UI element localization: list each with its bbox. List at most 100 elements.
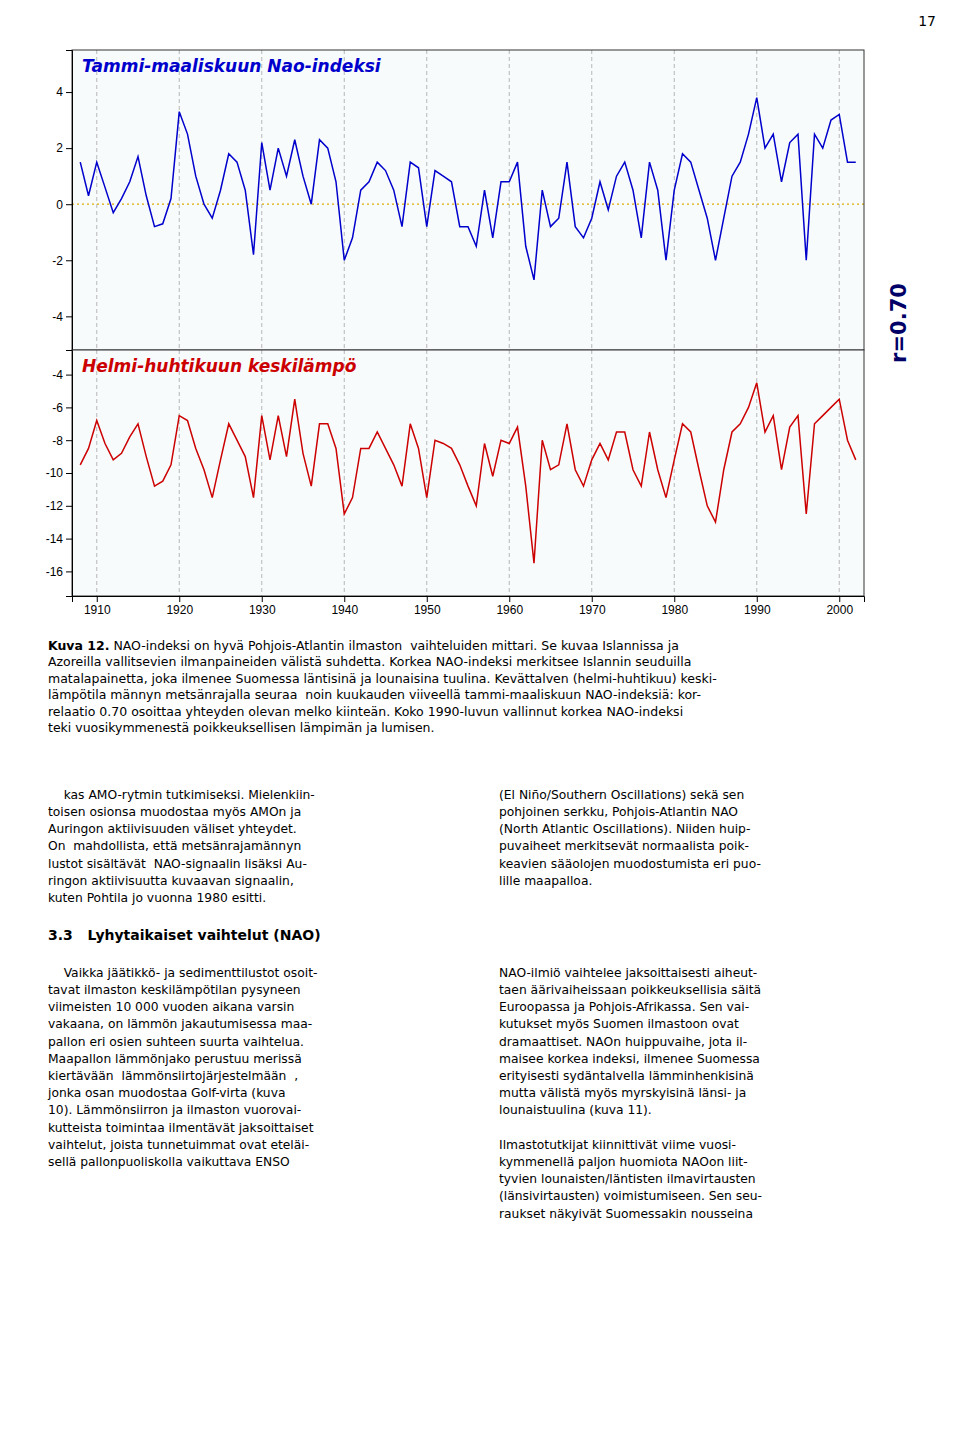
grid-line	[674, 350, 675, 596]
body-line: 10). Lämmönsiirron ja ilmaston vuorovai-	[48, 1103, 301, 1117]
tick: -6	[52, 401, 72, 415]
tick-mark	[344, 596, 345, 602]
tick: 1970	[579, 596, 606, 617]
plot-background	[72, 50, 864, 350]
body-line: Auringon aktiivisuuden väliset yhteydet.	[48, 822, 297, 836]
tick-label: -10	[46, 466, 64, 480]
grid-line	[179, 50, 180, 350]
grid-line	[674, 50, 675, 350]
body-line: (North Atlantic Oscillations). Niiden hu…	[499, 822, 750, 836]
tick-label: -8	[52, 434, 63, 448]
tick-label: -2	[52, 254, 63, 268]
tick: -10	[46, 466, 72, 480]
body-line: keavien sääolojen muodostumista eri puo-	[499, 857, 761, 871]
tick-mark	[66, 375, 72, 376]
tick: -4	[52, 368, 72, 382]
y-axis: -16 -14 -12 -10 -8 -6 -4	[46, 351, 73, 597]
body-line: puvaiheet merkitsevät normaalista poik-	[499, 839, 749, 853]
caption-line: teki vuosikymmenestä poikkeuksellisen lä…	[48, 720, 434, 735]
body-line: lille maapalloa.	[499, 874, 592, 888]
body-line: lounaistuulina (kuva 11).	[499, 1103, 652, 1117]
tick-mark	[66, 539, 72, 540]
tick-mark	[66, 204, 72, 205]
body-line: viimeisten 10 000 vuoden aikana varsin	[48, 1000, 294, 1014]
tick: 1940	[331, 596, 358, 617]
section-heading: 3.3 Lyhytaikaiset vaihtelut (NAO)	[48, 927, 321, 943]
tick-mark	[674, 596, 675, 602]
tick-label: 1910	[84, 603, 111, 617]
tick-mark	[66, 92, 72, 93]
tick-label: 1940	[331, 603, 358, 617]
text-block: (El Niño/Southern Oscillations) sekä sen…	[499, 788, 761, 888]
tick-label: 0	[56, 198, 63, 212]
text-block: Vaikka jäätikkö- ja sedimenttilustot oso…	[47, 966, 317, 1169]
caption-line: Azoreilla vallitsevien ilmanpaineiden vä…	[48, 654, 691, 669]
body-line: pallon eri osien suhteen suurta vaihtelu…	[48, 1035, 304, 1049]
tick: -12	[46, 499, 72, 513]
tick: 1930	[249, 596, 276, 617]
tick-label: -12	[46, 499, 64, 513]
tick-mark	[509, 596, 510, 602]
body-line: jonka osan muodostaa Golf-virta (kuva	[47, 1086, 285, 1100]
body-line: erityisesti sydäntalvella lämminhenkisin…	[499, 1069, 754, 1083]
chart-0: -4-2024Tammi-maaliskuun Nao-indeksi	[52, 50, 864, 351]
tick: 1960	[496, 596, 523, 617]
body-line: taen äärivaiheissaan poikkeuksellisia sä…	[499, 983, 761, 997]
body-line: dramaattiset. NAOn huippuvaihe, jota il-	[499, 1035, 747, 1049]
tick-mark	[427, 596, 428, 602]
grid-line	[261, 350, 262, 596]
tick: 1950	[414, 596, 441, 617]
plot-frame	[72, 350, 864, 596]
body-line: kas AMO-rytmin tutkimiseksi. Mielenkiin-	[48, 788, 315, 802]
tick-mark	[66, 407, 72, 408]
grid-line	[344, 50, 345, 350]
body-line: lustot sisältävät NAO-signaalin lisäksi …	[48, 857, 307, 871]
body-line: NAO-ilmiö vaihtelee jaksoittaisesti aihe…	[499, 966, 757, 980]
body-line: vakaana, on lämmön jakautumisessa maa-	[48, 1017, 312, 1031]
tick-label: -14	[46, 532, 64, 546]
body-line: Ilmastotutkijat kiinnittivät viime vuosi…	[499, 1138, 736, 1152]
x-axis-line	[73, 597, 865, 603]
grid-line	[96, 350, 97, 596]
page: 17-4-2024Tammi-maaliskuun Nao-indeksi-16…	[0, 0, 960, 1455]
body-line: sellä pallonpuoliskolla vaikuttava ENSO	[48, 1155, 290, 1169]
body-line: mutta välistä myös myrskyisinä länsi- ja	[499, 1086, 746, 1100]
tick-label: 1930	[249, 603, 276, 617]
tick-mark	[97, 596, 98, 602]
tick-mark	[592, 596, 593, 602]
body-line: kuten Pohtila jo vuonna 1980 esitti.	[48, 891, 266, 905]
plot-background	[72, 350, 864, 596]
tick: 4	[56, 85, 72, 99]
caption-line: relaatio 0.70 osoittaa yhteyden olevan m…	[48, 704, 683, 719]
data-line	[80, 98, 856, 280]
y-axis: -4-2024	[52, 51, 72, 351]
body-line: Euroopassa ja Pohjois-Afrikassa. Sen vai…	[499, 1000, 749, 1014]
tick: 1990	[744, 596, 771, 617]
x-axis: 1910192019301940195019601970198019902000	[73, 596, 865, 617]
tick-label: -6	[52, 401, 63, 415]
page-number: 17	[918, 13, 936, 29]
body-line: (El Niño/Southern Oscillations) sekä sen	[499, 788, 744, 802]
zero-line	[72, 204, 864, 205]
plot-frame	[72, 50, 864, 350]
tick-mark	[66, 260, 72, 261]
caption-line: lämpötila männyn metsänrajalla seuraa no…	[48, 687, 701, 702]
data-line	[80, 383, 856, 563]
body-line: Vaikka jäätikkö- ja sedimenttilustot oso…	[48, 966, 317, 980]
grid-line	[509, 50, 510, 350]
correlation-label: r=0.70	[887, 283, 911, 363]
body-line: vaihtelut, joista tunnetuimmat ovat etel…	[48, 1138, 309, 1152]
caption-text: NAO-indeksi on hyvä Pohjois-Atlantin ilm…	[109, 638, 678, 653]
body-line: tyvien lounaisten/läntisten ilmavirtaust…	[499, 1172, 756, 1186]
tick-label: 1980	[661, 603, 688, 617]
grid-line	[591, 350, 592, 596]
body-line: kiertävään lämmönsiirtojärjestelmään ,	[48, 1069, 298, 1083]
tick-label: 1920	[166, 603, 193, 617]
tick-label: 4	[56, 85, 63, 99]
tick-mark	[179, 596, 180, 602]
tick-label: 1970	[579, 603, 606, 617]
text-block: kas AMO-rytmin tutkimiseksi. Mielenkiin-…	[48, 788, 315, 905]
tick-mark	[66, 473, 72, 474]
tick-mark	[66, 148, 72, 149]
tick: -16	[46, 565, 72, 579]
